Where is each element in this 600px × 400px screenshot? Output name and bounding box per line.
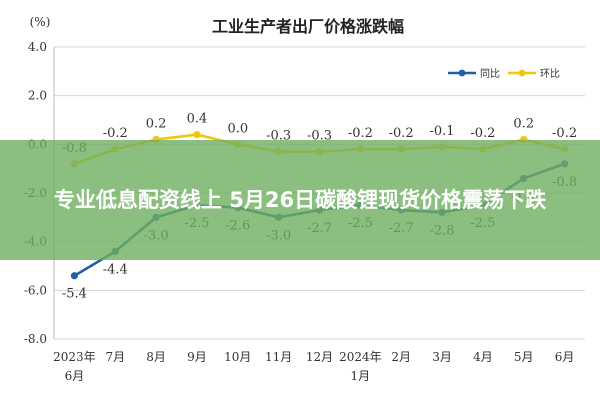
x-tick-label: 10月 bbox=[224, 350, 251, 364]
data-label: -5.4 bbox=[62, 287, 87, 302]
data-label: -0.2 bbox=[389, 126, 414, 141]
data-label: -0.3 bbox=[266, 129, 291, 144]
data-label: -0.2 bbox=[103, 126, 128, 141]
data-label: -0.2 bbox=[552, 126, 577, 141]
data-point bbox=[70, 272, 79, 280]
x-tick-label: 7月 bbox=[105, 350, 125, 364]
x-tick-label: 4月 bbox=[473, 350, 493, 364]
x-axis-ticks: 2023年 6月 7月 8月 9月 10月 11月 12月 2024年 1月 2月 3月 4月 5月 6月 bbox=[53, 350, 574, 383]
x-tick-label: 6月 bbox=[555, 350, 575, 364]
legend-label: 同比 bbox=[480, 68, 500, 80]
data-label: 0.0 bbox=[227, 121, 248, 136]
data-label: -0.3 bbox=[307, 129, 332, 144]
x-tick-label: 5月 bbox=[514, 350, 534, 364]
data-label: -0.2 bbox=[348, 126, 373, 141]
y-tick-label: -6.0 bbox=[24, 283, 47, 297]
data-label: 0.2 bbox=[146, 116, 167, 131]
legend-marker bbox=[518, 69, 526, 77]
headline-banner[interactable]: 专业低息配资线上 5月26日碳酸锂现货价格震荡下跌 bbox=[0, 140, 600, 260]
y-tick-label: 4.0 bbox=[28, 40, 47, 54]
data-label: 0.2 bbox=[513, 116, 534, 131]
x-tick-label: 9月 bbox=[187, 350, 207, 364]
data-label: -0.1 bbox=[429, 124, 454, 139]
x-tick-label: 3月 bbox=[432, 350, 452, 364]
x-tick-label: 8月 bbox=[146, 350, 166, 364]
legend: 同比 环比 bbox=[448, 68, 560, 80]
y-axis-unit: (%) bbox=[30, 15, 51, 29]
y-tick-label: 2.0 bbox=[28, 89, 47, 103]
x-tick-label: 2023年 bbox=[53, 350, 96, 364]
legend-label: 环比 bbox=[540, 68, 560, 80]
chart-title: 工业生产者出厂价格涨跌幅 bbox=[212, 17, 404, 36]
x-tick-label: 2024年 bbox=[339, 350, 382, 364]
data-label: -0.2 bbox=[470, 126, 495, 141]
x-tick-label: 12月 bbox=[306, 350, 333, 364]
data-point bbox=[193, 131, 201, 139]
data-label: 0.4 bbox=[187, 112, 208, 127]
x-tick-label: 2月 bbox=[391, 350, 411, 364]
data-label: -4.4 bbox=[103, 262, 128, 277]
legend-marker bbox=[458, 69, 466, 77]
y-tick-label: -8.0 bbox=[24, 332, 47, 346]
x-tick-label: 11月 bbox=[265, 350, 292, 364]
headline-text[interactable]: 专业低息配资线上 5月26日碳酸锂现货价格震荡下跌 bbox=[53, 187, 547, 212]
x-tick-label: 6月 bbox=[65, 369, 85, 383]
x-tick-label: 1月 bbox=[351, 369, 371, 383]
